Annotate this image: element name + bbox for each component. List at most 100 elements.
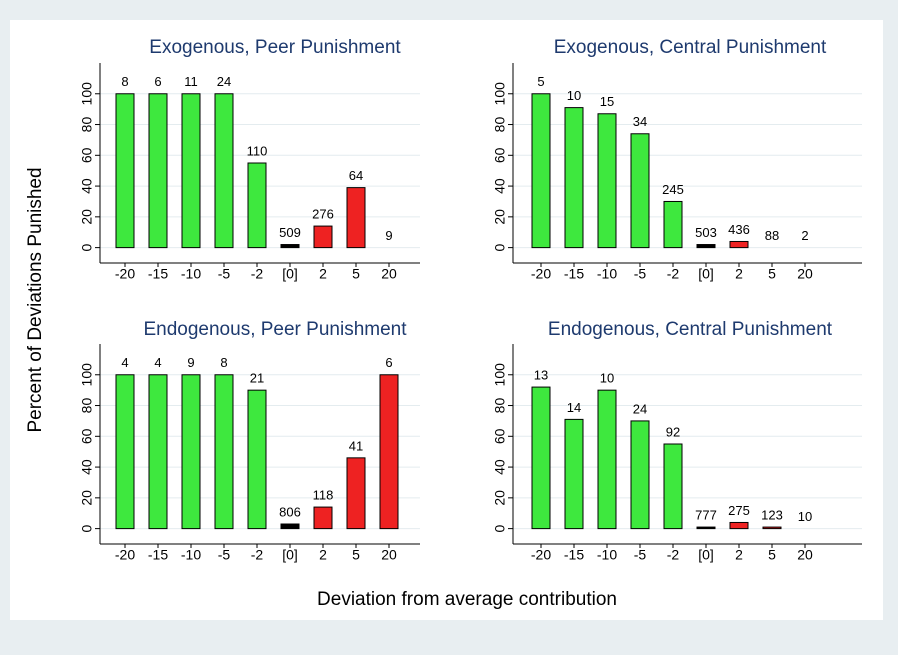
bar-count: 110 — [247, 143, 268, 158]
bar — [214, 93, 234, 249]
bar-count: 21 — [250, 371, 264, 386]
bar-count: 34 — [633, 114, 647, 129]
x-tick-label: -20 — [115, 547, 135, 563]
y-tick-label: 80 — [492, 398, 508, 414]
bar — [115, 93, 135, 249]
y-tick-label: 40 — [79, 178, 95, 194]
bar — [115, 374, 135, 530]
bar-count: 15 — [600, 94, 614, 109]
bar — [597, 113, 617, 249]
bar — [346, 187, 366, 249]
bar — [280, 523, 300, 530]
y-tick-label: 0 — [492, 244, 508, 252]
x-tick-label: 2 — [319, 266, 327, 282]
x-tick-label: 20 — [381, 547, 397, 563]
x-tick-label: 5 — [352, 547, 360, 563]
x-tick-label: 20 — [797, 266, 813, 282]
bar-count: 11 — [184, 74, 198, 89]
x-tick-label: -5 — [218, 266, 231, 282]
y-tick-label: 60 — [79, 147, 95, 163]
y-tick-label: 80 — [79, 117, 95, 133]
y-tick-label: 100 — [79, 363, 95, 387]
bar-count: 276 — [312, 207, 334, 222]
bar — [762, 526, 782, 530]
bar-count: 13 — [534, 368, 548, 383]
x-tick-label: -20 — [115, 266, 135, 282]
bar — [729, 240, 749, 249]
bar-count: 24 — [217, 74, 231, 89]
y-tick-label: 80 — [79, 398, 95, 414]
bar — [597, 389, 617, 530]
panel-title: Exogenous, Central Punishment — [554, 37, 827, 58]
bar-count: 10 — [567, 88, 581, 103]
bar — [663, 443, 683, 530]
bar-count: 10 — [600, 371, 614, 386]
x-tick-label: [0] — [282, 266, 298, 282]
bar — [696, 244, 716, 249]
x-tick-label: -15 — [148, 547, 168, 563]
bar-count: 4 — [121, 355, 128, 370]
bar — [564, 107, 584, 249]
x-tick-label: 2 — [319, 547, 327, 563]
bar-count: 9 — [187, 355, 194, 370]
bar-count: 275 — [728, 503, 750, 518]
x-tick-label: 2 — [735, 547, 743, 563]
bar-count: 245 — [662, 182, 684, 197]
bar-count: 509 — [279, 225, 301, 240]
y-tick-label: 20 — [79, 209, 95, 225]
x-tick-label: [0] — [698, 266, 714, 282]
y-tick-label: 20 — [492, 490, 508, 506]
bar — [630, 420, 650, 530]
panel-title: Endogenous, Peer Punishment — [143, 319, 407, 340]
bar-count: 5 — [537, 74, 544, 89]
bar — [379, 374, 399, 530]
bar — [148, 374, 168, 530]
y-tick-label: 40 — [492, 178, 508, 194]
x-tick-label: -2 — [667, 266, 680, 282]
x-tick-label: -15 — [148, 266, 168, 282]
y-axis-label: Percent of Deviations Punished — [25, 167, 46, 432]
bar-count: 92 — [666, 424, 680, 439]
y-tick-label: 100 — [492, 363, 508, 387]
bar-count: 123 — [761, 508, 783, 523]
x-tick-label: -15 — [564, 547, 584, 563]
bar — [531, 386, 551, 530]
x-tick-label: -5 — [634, 547, 647, 563]
x-tick-label: -20 — [531, 266, 551, 282]
bar — [214, 374, 234, 530]
x-tick-label: 20 — [381, 266, 397, 282]
bar — [346, 457, 366, 530]
x-tick-label: -10 — [597, 266, 617, 282]
y-tick-label: 20 — [79, 490, 95, 506]
bar — [247, 389, 267, 530]
bar — [696, 526, 716, 530]
x-tick-label: 5 — [768, 266, 776, 282]
x-tick-label: 5 — [352, 266, 360, 282]
y-tick-label: 60 — [492, 428, 508, 444]
y-tick-label: 0 — [79, 244, 95, 252]
x-tick-label: -20 — [531, 547, 551, 563]
bar-count: 503 — [695, 225, 717, 240]
bar-count: 64 — [349, 168, 363, 183]
bar-count: 6 — [154, 74, 161, 89]
panel-title: Exogenous, Peer Punishment — [149, 37, 401, 58]
x-tick-label: -5 — [218, 547, 231, 563]
y-tick-label: 40 — [79, 459, 95, 475]
x-tick-label: [0] — [698, 547, 714, 563]
x-tick-label: -2 — [667, 547, 680, 563]
bar-count: 436 — [728, 222, 750, 237]
bar — [181, 93, 201, 249]
bar-count: 806 — [279, 504, 301, 519]
x-tick-label: -5 — [634, 266, 647, 282]
x-tick-label: -10 — [181, 547, 201, 563]
bar-count: 88 — [765, 228, 779, 243]
y-tick-label: 20 — [492, 209, 508, 225]
bar-count: 8 — [121, 74, 128, 89]
y-tick-label: 100 — [492, 82, 508, 106]
y-tick-label: 80 — [492, 117, 508, 133]
x-tick-label: -10 — [181, 266, 201, 282]
bar-count: 10 — [798, 509, 812, 524]
bar — [280, 244, 300, 249]
bar-count: 14 — [567, 400, 581, 415]
